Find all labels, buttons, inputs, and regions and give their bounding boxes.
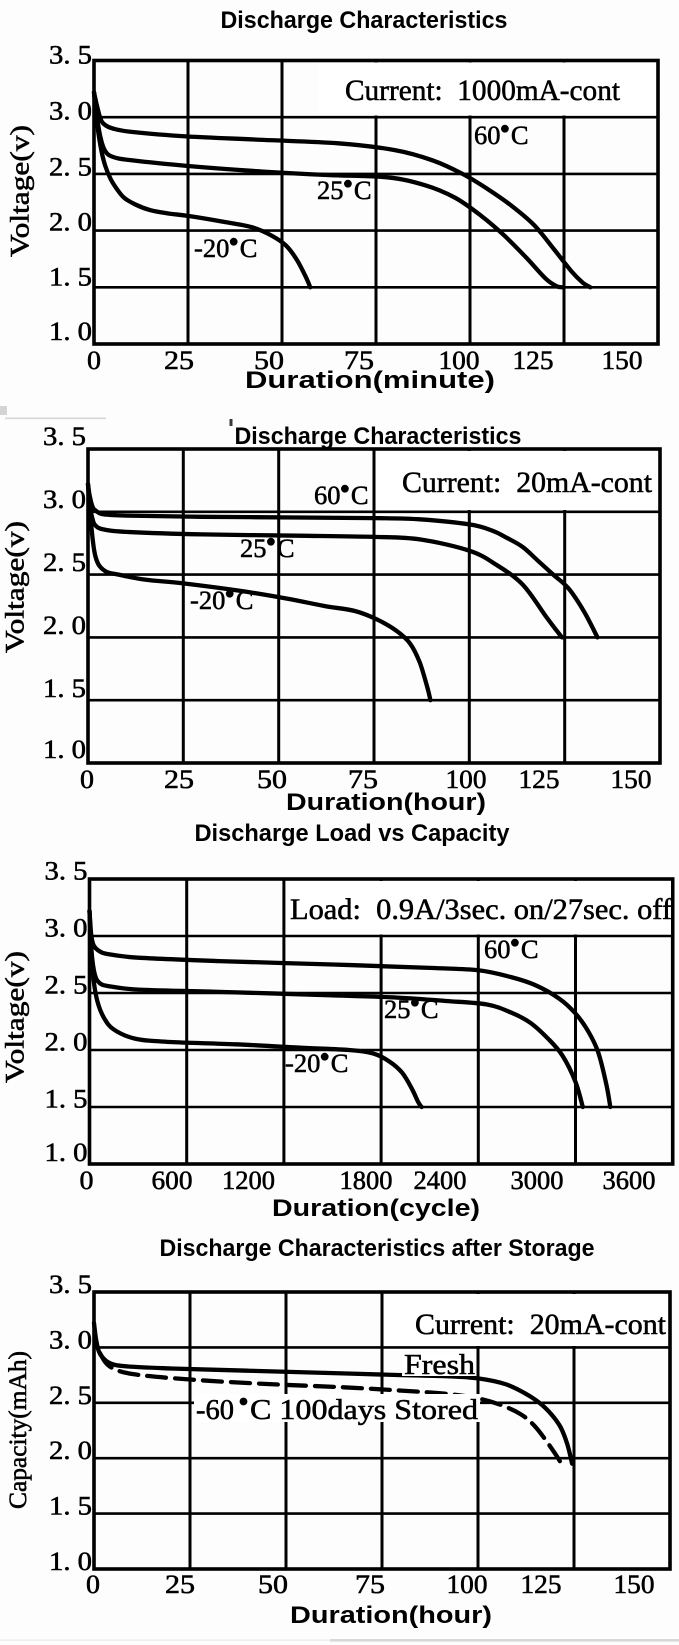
svg-text:Discharge Characteristics: Discharge Characteristics: [235, 423, 522, 450]
svg-text:3. 0: 3. 0: [49, 96, 92, 125]
svg-text:Discharge Load vs Capacity: Discharge Load vs Capacity: [195, 820, 510, 847]
svg-text:100: 100: [446, 765, 487, 794]
svg-text:-60: -60: [196, 1395, 234, 1426]
svg-text:50: 50: [258, 1570, 288, 1599]
svg-text:0: 0: [87, 346, 101, 375]
svg-text:50: 50: [257, 765, 287, 794]
svg-text:3. 0: 3. 0: [43, 485, 86, 514]
svg-text:2. 0: 2. 0: [49, 208, 92, 237]
svg-text:1. 5: 1. 5: [43, 674, 86, 703]
svg-text:25: 25: [240, 533, 267, 563]
svg-text:C: C: [351, 480, 369, 510]
svg-text:25: 25: [317, 175, 344, 205]
svg-text:1800: 1800: [340, 1166, 393, 1195]
svg-text:100: 100: [439, 346, 480, 375]
svg-text:C 100days Stored: C 100days Stored: [250, 1395, 478, 1426]
svg-text:2. 0: 2. 0: [49, 1436, 92, 1465]
svg-text:60: 60: [474, 120, 501, 150]
svg-text:125: 125: [513, 346, 554, 375]
svg-text:Capacity(mAh): Capacity(mAh): [5, 1351, 32, 1509]
svg-text:Duration(minute): Duration(minute): [245, 367, 495, 394]
svg-text:Duration(hour): Duration(hour): [290, 1602, 492, 1629]
svg-text:0: 0: [86, 1570, 100, 1599]
svg-text:1. 5: 1. 5: [49, 1492, 92, 1521]
svg-text:125: 125: [521, 1570, 562, 1599]
svg-text:1. 0: 1. 0: [49, 1547, 92, 1576]
svg-text:3. 5: 3. 5: [49, 40, 92, 69]
svg-text:75: 75: [355, 1570, 385, 1599]
svg-text:C: C: [277, 533, 295, 563]
svg-text:0: 0: [80, 1166, 94, 1195]
svg-text:1. 5: 1. 5: [49, 263, 92, 292]
svg-text:1200: 1200: [222, 1166, 275, 1195]
svg-text:1. 0: 1. 0: [43, 735, 86, 764]
svg-text:Fresh: Fresh: [404, 1350, 475, 1381]
svg-text:C: C: [354, 175, 372, 205]
svg-text:3. 5: 3. 5: [45, 857, 88, 886]
svg-text:C: C: [521, 934, 539, 964]
svg-text:-20: -20: [194, 233, 229, 263]
svg-text:Voltage(v): Voltage(v): [1, 521, 30, 653]
svg-text:600: 600: [152, 1166, 193, 1195]
svg-text:0: 0: [80, 765, 94, 794]
svg-text:150: 150: [611, 765, 652, 794]
svg-text:2. 0: 2. 0: [43, 611, 86, 640]
svg-text:Voltage(v): Voltage(v): [1, 951, 30, 1083]
svg-text:25: 25: [164, 765, 194, 794]
svg-text:1. 0: 1. 0: [45, 1138, 88, 1167]
svg-text:2. 5: 2. 5: [43, 548, 86, 577]
svg-text:2. 0: 2. 0: [45, 1028, 88, 1057]
svg-text:C: C: [240, 233, 258, 263]
svg-text:Load: 0.9A/3sec. on/27sec. of: Load: 0.9A/3sec. on/27sec. off: [290, 893, 672, 926]
svg-text:-20: -20: [190, 585, 225, 615]
svg-text:Current: 1000mA-cont: Current: 1000mA-cont: [345, 74, 621, 107]
svg-text:Voltage(v): Voltage(v): [6, 125, 35, 257]
svg-text:60: 60: [484, 934, 511, 964]
svg-text:C: C: [331, 1048, 349, 1078]
svg-text:125: 125: [519, 765, 560, 794]
svg-text:1. 5: 1. 5: [45, 1085, 88, 1114]
svg-text:C: C: [236, 585, 254, 615]
svg-text:Duration(hour): Duration(hour): [286, 789, 486, 816]
svg-text:150: 150: [602, 346, 643, 375]
svg-text:150: 150: [614, 1570, 655, 1599]
svg-text:3. 5: 3. 5: [49, 1270, 92, 1299]
svg-text:C: C: [511, 120, 529, 150]
svg-text:25: 25: [384, 994, 411, 1024]
svg-text:25: 25: [165, 1570, 195, 1599]
svg-text:75: 75: [344, 346, 374, 375]
svg-text:2. 5: 2. 5: [45, 971, 88, 1000]
svg-text:60: 60: [314, 480, 341, 510]
svg-text:Current: 20mA-cont: Current: 20mA-cont: [415, 1308, 667, 1341]
svg-text:Current: 20mA-cont: Current: 20mA-cont: [402, 466, 653, 499]
svg-text:2. 5: 2. 5: [49, 152, 92, 181]
svg-text:-20: -20: [285, 1048, 320, 1078]
svg-text:25: 25: [164, 346, 194, 375]
svg-text:Discharge Characteristics afte: Discharge Characteristics after Storage: [160, 1235, 595, 1262]
svg-text:50: 50: [254, 346, 284, 375]
svg-text:Duration(cycle): Duration(cycle): [272, 1195, 480, 1222]
svg-text:100: 100: [447, 1570, 488, 1599]
svg-text:1. 0: 1. 0: [49, 317, 92, 346]
svg-text:75: 75: [348, 765, 378, 794]
svg-text:3000: 3000: [511, 1166, 564, 1195]
svg-text:C: C: [421, 994, 439, 1024]
svg-text:Discharge Characteristics: Discharge Characteristics: [221, 7, 508, 34]
svg-text:3. 0: 3. 0: [45, 914, 88, 943]
svg-text:3. 5: 3. 5: [43, 422, 86, 451]
svg-text:3. 0: 3. 0: [49, 1325, 92, 1354]
svg-text:2400: 2400: [414, 1166, 467, 1195]
svg-text:3600: 3600: [603, 1166, 656, 1195]
svg-text:2. 5: 2. 5: [49, 1381, 92, 1410]
